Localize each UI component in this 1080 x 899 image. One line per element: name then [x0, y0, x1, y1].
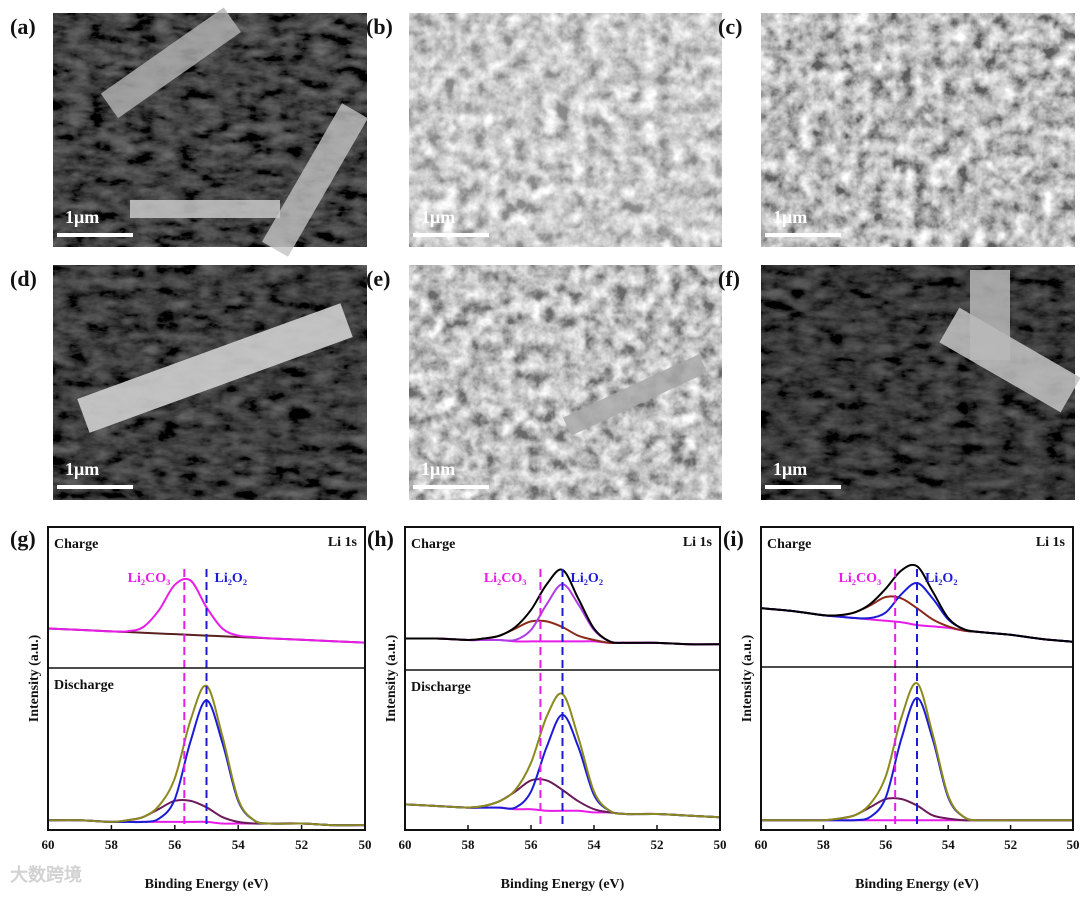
xps-panel: (g) Li 1s Binding Energy (eV) Intensity (a.… — [10, 526, 372, 892]
y-axis-label: Intensity (a.u.) — [384, 634, 399, 722]
x-tick-label: 50 — [1067, 837, 1080, 852]
x-tick-label: 58 — [105, 837, 119, 852]
fit-curve — [47, 577, 366, 644]
sem-b — [409, 13, 722, 247]
x-tick-label: 60 — [42, 837, 55, 852]
scale-bar — [57, 485, 133, 489]
fit-curve — [404, 692, 721, 819]
panel-label: (b) — [366, 14, 393, 39]
x-tick-label: 54 — [588, 837, 602, 852]
subplot-name: Charge — [54, 537, 98, 552]
reference-label: Li₂O₂ — [215, 571, 248, 586]
scale-label: 1μm — [65, 459, 99, 479]
xps-panel: (i) Li 1s Binding Energy (eV) Intensity (a.… — [723, 526, 1080, 892]
core-level: Li 1s — [1036, 535, 1066, 550]
plot-frame — [404, 526, 721, 831]
panel-label: (c) — [718, 14, 742, 39]
x-tick-label: 60 — [399, 837, 412, 852]
scale-label: 1μm — [421, 459, 455, 479]
core-level: Li 1s — [683, 535, 713, 550]
sem-d — [53, 265, 367, 500]
subplot-name: Charge — [767, 537, 811, 552]
plot-frame — [760, 526, 1074, 831]
plot-frame — [47, 526, 366, 831]
x-tick-label: 56 — [168, 837, 182, 852]
sem-e — [409, 265, 722, 500]
fit-curve — [760, 563, 1074, 643]
reference-label: Li₂CO₃ — [484, 571, 527, 586]
sem-images — [53, 7, 1080, 500]
reference-label: Li₂CO₃ — [128, 571, 171, 586]
panel-label: (e) — [366, 266, 390, 291]
panel-label: (h) — [367, 526, 394, 551]
x-tick-label: 54 — [232, 837, 246, 852]
reference-label: Li₂O₂ — [571, 571, 604, 586]
x-tick-label: 52 — [295, 837, 308, 852]
y-axis-label: Intensity (a.u.) — [27, 634, 42, 722]
x-axis-label: Binding Energy (eV) — [855, 877, 979, 892]
subplot-name: Charge — [411, 537, 455, 552]
panel-label: (a) — [10, 14, 36, 39]
scale-bar — [57, 233, 133, 237]
scale-label: 1μm — [773, 207, 807, 227]
x-tick-label: 52 — [1004, 837, 1017, 852]
x-tick-label: 56 — [879, 837, 893, 852]
sem-c — [761, 13, 1075, 247]
panel-label: (g) — [10, 526, 36, 551]
scale-bar — [413, 485, 489, 489]
fit-curve — [404, 568, 721, 646]
fit-curve — [47, 684, 366, 827]
scale-label: 1μm — [421, 207, 455, 227]
fit-curve — [761, 682, 1073, 822]
reference-label: Li₂O₂ — [925, 571, 958, 586]
watermark: 大数跨境 — [10, 864, 82, 886]
sem-a — [53, 7, 368, 257]
x-axis-label: Binding Energy (eV) — [145, 877, 269, 892]
x-tick-label: 58 — [462, 837, 476, 852]
x-tick-label: 56 — [525, 837, 539, 852]
reference-label: Li₂CO₃ — [839, 571, 882, 586]
scale-label: 1μm — [773, 459, 807, 479]
subplot-name: Discharge — [411, 680, 471, 695]
x-tick-label: 52 — [651, 837, 664, 852]
x-tick-label: 58 — [817, 837, 831, 852]
sem-f — [761, 265, 1080, 500]
scale-bar — [765, 233, 841, 237]
x-tick-label: 54 — [942, 837, 956, 852]
scale-bar — [413, 233, 489, 237]
subplot-name: Discharge — [54, 678, 114, 693]
xps-panel: (h) Li 1s Binding Energy (eV) Intensity (a.… — [367, 526, 727, 892]
scale-label: 1μm — [65, 207, 99, 227]
x-tick-label: 50 — [714, 837, 727, 852]
x-axis-label: Binding Energy (eV) — [501, 877, 625, 892]
panel-label: (i) — [723, 526, 744, 551]
y-axis-label: Intensity (a.u.) — [740, 634, 755, 722]
panel-label: (f) — [718, 266, 740, 291]
x-tick-label: 50 — [359, 837, 372, 852]
scale-bar — [765, 485, 841, 489]
core-level: Li 1s — [328, 535, 358, 550]
panel-label: (d) — [10, 266, 37, 291]
x-tick-label: 60 — [755, 837, 768, 852]
